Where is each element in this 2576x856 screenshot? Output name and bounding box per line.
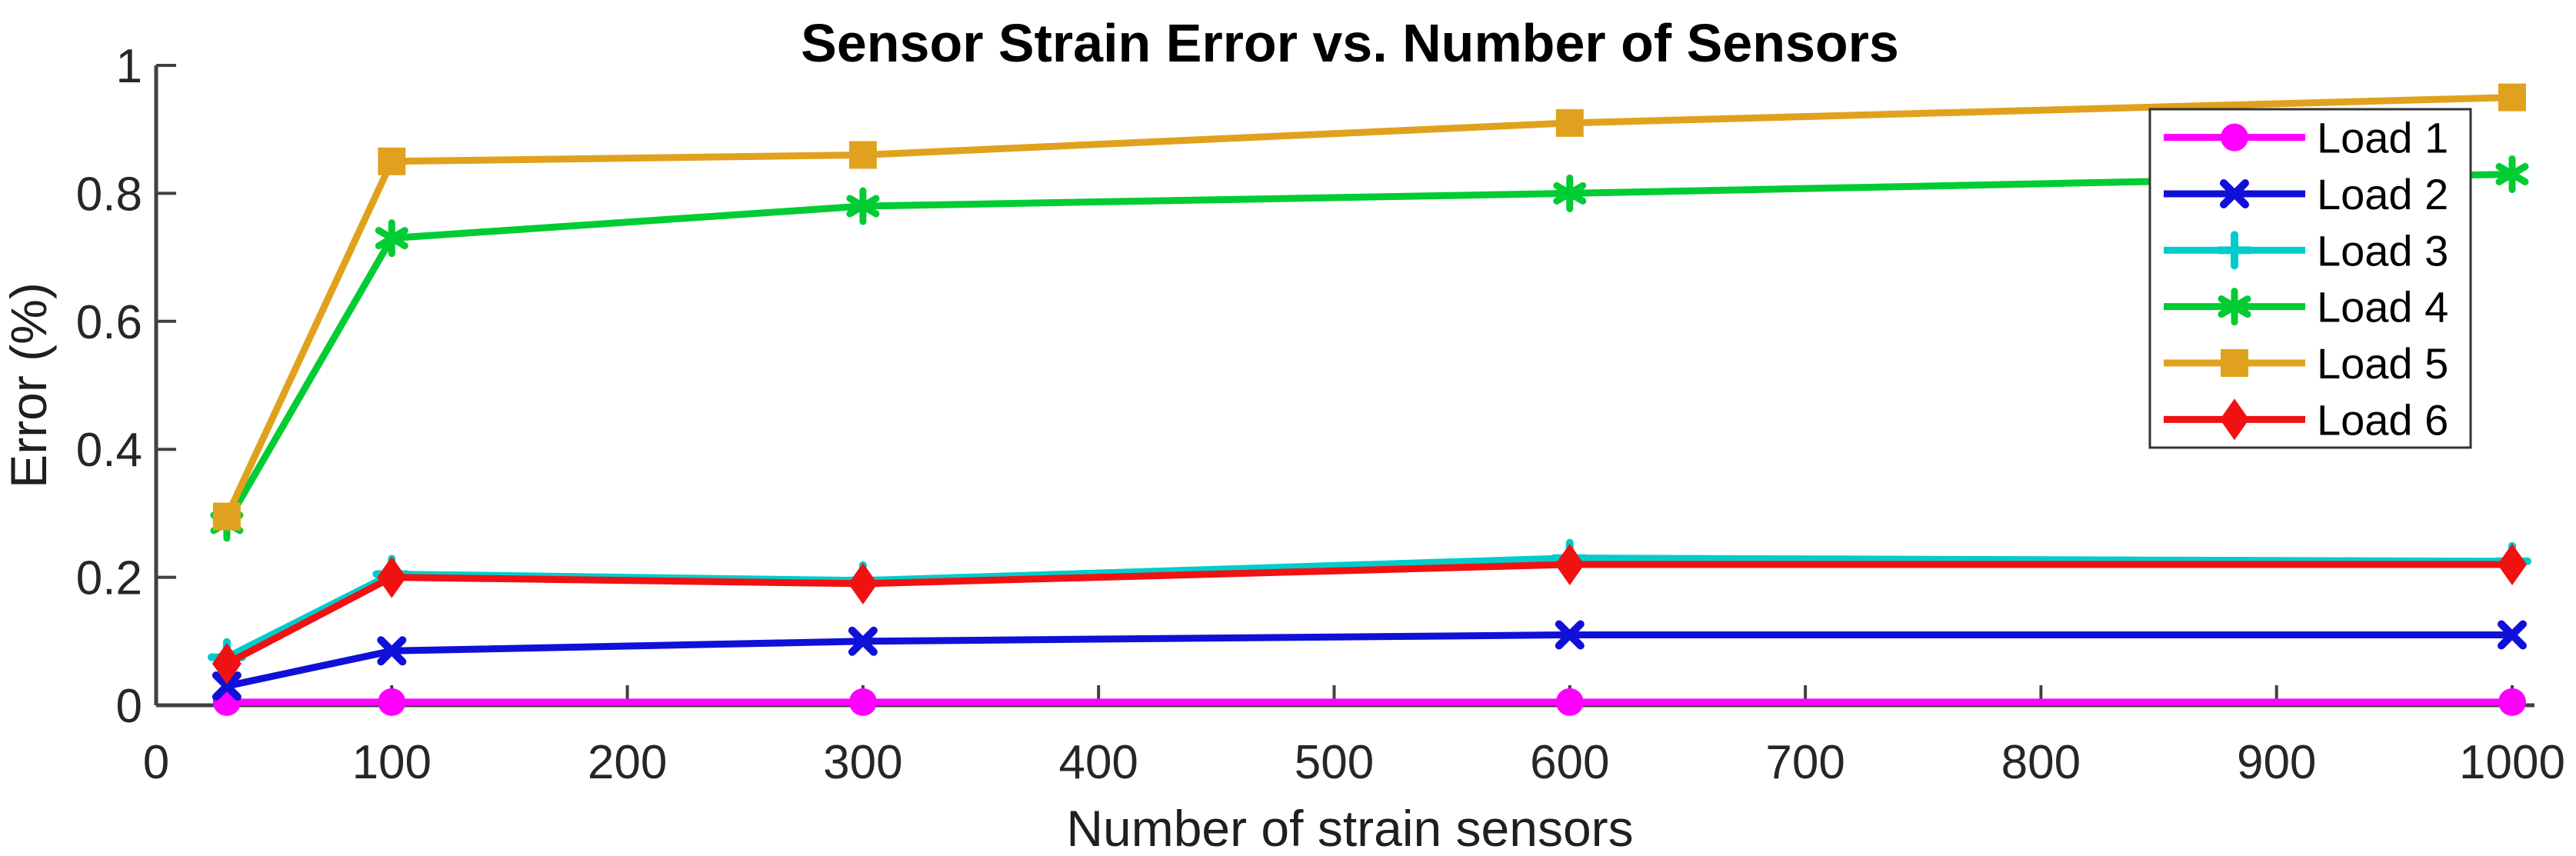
x-tick-label: 200 <box>588 736 667 789</box>
x-tick-label: 0 <box>143 736 169 789</box>
marker-square-icon <box>378 147 406 175</box>
legend: Load 1 Load 2 Load 3 Load 4 Load 5 Load 6 <box>2148 108 2472 449</box>
x-tick-label: 1000 <box>2459 736 2565 789</box>
marker-x-icon <box>212 671 242 701</box>
legend-item-load-5: Load 5 <box>2164 339 2448 388</box>
marker-asterisk-icon <box>375 219 408 258</box>
y-axis-label: Error (%) <box>0 282 57 488</box>
marker-x-icon <box>2498 620 2527 650</box>
marker-circle-icon <box>378 688 406 716</box>
marker-circle-icon <box>1555 688 1584 716</box>
legend-item-load-3: Load 3 <box>2164 226 2448 275</box>
y-tick-label: 0 <box>116 680 142 733</box>
data-series <box>207 83 2531 716</box>
x-axis-label: Number of strain sensors <box>1066 800 1633 856</box>
legend-label: Load 2 <box>2317 170 2448 218</box>
x-tick-label: 600 <box>1530 736 1609 789</box>
chart-title: Sensor Strain Error vs. Number of Sensor… <box>801 13 1899 73</box>
marker-diamond-icon <box>1555 543 1585 585</box>
y-tick-label: 0.2 <box>76 552 142 605</box>
marker-x-icon <box>848 626 878 656</box>
marker-plus-icon <box>2215 231 2254 270</box>
marker-circle-icon <box>848 688 877 716</box>
marker-diamond-icon <box>848 562 878 605</box>
y-tick-label: 0.6 <box>76 296 142 349</box>
legend-item-load-2: Load 2 <box>2164 170 2448 218</box>
series-load-2 <box>212 620 2527 701</box>
marker-x-icon <box>2220 179 2249 208</box>
marker-circle-icon <box>2221 123 2248 152</box>
marker-asterisk-icon <box>2495 155 2529 193</box>
legend-item-load-6: Load 6 <box>2164 395 2448 444</box>
legend-label: Load 1 <box>2317 114 2448 162</box>
marker-square-icon <box>2221 349 2248 377</box>
marker-diamond-icon <box>2498 543 2527 585</box>
marker-square-icon <box>1555 108 1584 137</box>
x-tick-label: 500 <box>1295 736 1374 789</box>
marker-square-icon <box>212 502 241 531</box>
legend-label: Load 5 <box>2317 339 2448 388</box>
legend-box <box>2148 108 2472 449</box>
legend-label: Load 3 <box>2317 226 2448 275</box>
y-tick-label: 0.8 <box>76 168 142 221</box>
marker-asterisk-icon <box>846 187 880 225</box>
x-tick-label: 700 <box>1765 736 1845 789</box>
y-tick-label: 1 <box>116 40 142 93</box>
x-tick-label: 400 <box>1058 736 1138 789</box>
x-tick-label: 300 <box>823 736 902 789</box>
x-tick-label: 100 <box>352 736 432 789</box>
marker-x-icon <box>1555 620 1585 650</box>
marker-diamond-icon <box>377 556 407 598</box>
legend-label: Load 4 <box>2317 283 2448 331</box>
series-load-6 <box>212 543 2527 684</box>
marker-asterisk-icon <box>1553 174 1587 212</box>
x-tick-label: 900 <box>2237 736 2316 789</box>
marker-x-icon <box>377 636 407 666</box>
marker-circle-icon <box>2498 688 2526 716</box>
x-tick-label: 800 <box>2001 736 2081 789</box>
legend-item-load-4: Load 4 <box>2164 283 2448 331</box>
marker-diamond-icon <box>212 642 242 684</box>
series-load-5 <box>212 83 2526 531</box>
axes: 0 100 200 300 400 500 600 700 800 900 1000 0 0.2 0.4 0… <box>76 40 2565 789</box>
legend-item-load-1: Load 1 <box>2164 114 2448 162</box>
marker-diamond-icon <box>2220 398 2249 441</box>
marker-square-icon <box>848 141 877 169</box>
series-load-1 <box>212 688 2526 716</box>
marker-square-icon <box>2498 83 2526 112</box>
series-line <box>225 631 2512 690</box>
y-tick-label: 0.4 <box>76 424 142 477</box>
legend-label: Load 6 <box>2317 395 2448 444</box>
marker-asterisk-icon <box>2218 288 2251 326</box>
